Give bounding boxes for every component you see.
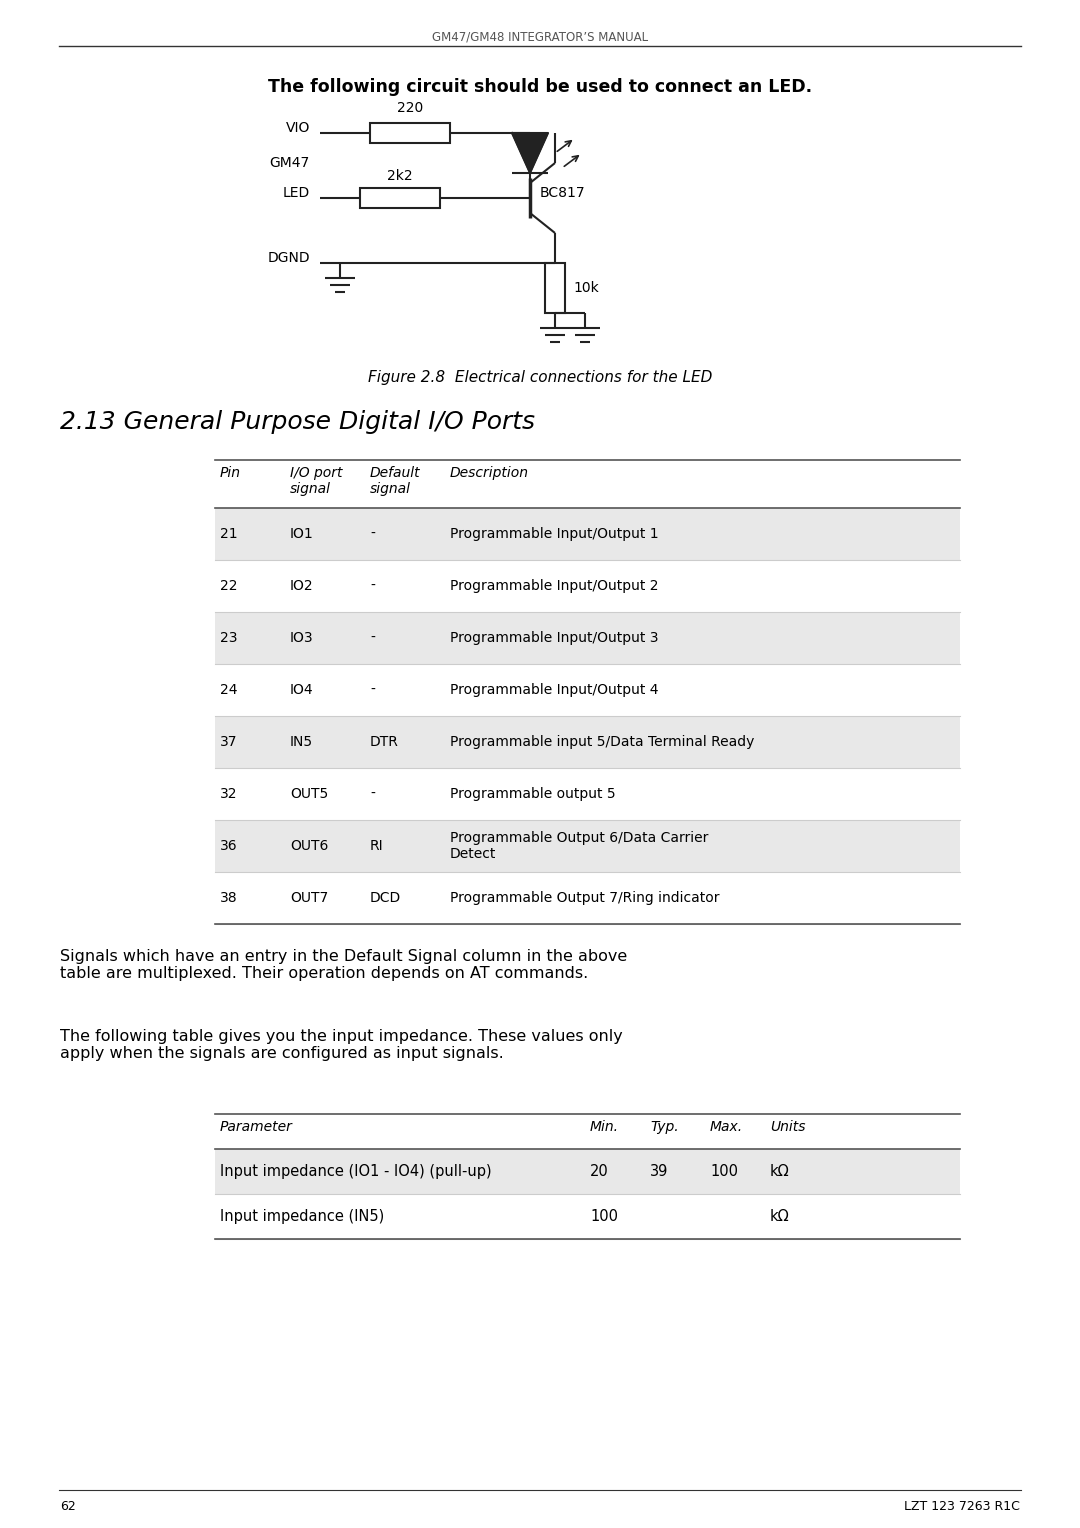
Text: 38: 38: [220, 891, 238, 905]
Text: Signals which have an entry in the Default Signal column in the above
table are : Signals which have an entry in the Defau…: [60, 949, 627, 981]
Text: OUT7: OUT7: [291, 891, 328, 905]
Text: 20: 20: [590, 1164, 609, 1180]
Text: LZT 123 7263 R1C: LZT 123 7263 R1C: [904, 1500, 1020, 1513]
Text: LED: LED: [283, 186, 310, 200]
Text: 220: 220: [396, 101, 423, 115]
Text: IO1: IO1: [291, 527, 314, 541]
Text: The following circuit should be used to connect an LED.: The following circuit should be used to …: [268, 78, 812, 96]
Text: DGND: DGND: [268, 251, 310, 264]
Text: 37: 37: [220, 735, 238, 749]
Text: 22: 22: [220, 579, 238, 593]
Text: 39: 39: [650, 1164, 669, 1180]
FancyBboxPatch shape: [215, 613, 960, 665]
FancyBboxPatch shape: [215, 1149, 960, 1193]
Text: Programmable Input/Output 1: Programmable Input/Output 1: [450, 527, 659, 541]
Text: Programmable output 5: Programmable output 5: [450, 787, 616, 801]
Text: IN5: IN5: [291, 735, 313, 749]
Text: Programmable Input/Output 2: Programmable Input/Output 2: [450, 579, 659, 593]
Text: BC817: BC817: [540, 186, 585, 200]
Text: Typ.: Typ.: [650, 1120, 678, 1134]
Text: GM47: GM47: [270, 156, 310, 170]
Text: Figure 2.8  Electrical connections for the LED: Figure 2.8 Electrical connections for th…: [368, 370, 712, 385]
FancyBboxPatch shape: [215, 507, 960, 559]
Text: 2k2: 2k2: [388, 170, 413, 183]
Text: OUT5: OUT5: [291, 787, 328, 801]
Text: 2.13 General Purpose Digital I/O Ports: 2.13 General Purpose Digital I/O Ports: [60, 410, 535, 434]
Text: Programmable Input/Output 4: Programmable Input/Output 4: [450, 683, 659, 697]
Text: IO2: IO2: [291, 579, 313, 593]
Text: 100: 100: [590, 1209, 618, 1224]
Text: -: -: [370, 787, 375, 801]
Text: GM47/GM48 INTEGRATOR’S MANUAL: GM47/GM48 INTEGRATOR’S MANUAL: [432, 31, 648, 43]
Text: Description: Description: [450, 466, 529, 480]
Text: kΩ: kΩ: [770, 1209, 789, 1224]
FancyBboxPatch shape: [215, 821, 960, 872]
Text: -: -: [370, 683, 375, 697]
Text: Input impedance (IO1 - IO4) (pull-up): Input impedance (IO1 - IO4) (pull-up): [220, 1164, 491, 1180]
Text: Programmable Output 7/Ring indicator: Programmable Output 7/Ring indicator: [450, 891, 719, 905]
Text: 23: 23: [220, 631, 238, 645]
Text: OUT6: OUT6: [291, 839, 328, 853]
Text: 21: 21: [220, 527, 238, 541]
Bar: [545, 263, 565, 313]
Text: 100: 100: [710, 1164, 738, 1180]
Text: IO3: IO3: [291, 631, 313, 645]
Text: Programmable Output 6/Data Carrier
Detect: Programmable Output 6/Data Carrier Detec…: [450, 831, 708, 862]
Bar: [360, 188, 440, 208]
Text: Programmable input 5/Data Terminal Ready: Programmable input 5/Data Terminal Ready: [450, 735, 754, 749]
Text: VIO: VIO: [285, 121, 310, 134]
Text: -: -: [370, 631, 375, 645]
Text: Min.: Min.: [590, 1120, 619, 1134]
Text: Units: Units: [770, 1120, 806, 1134]
Text: DTR: DTR: [370, 735, 399, 749]
Polygon shape: [512, 133, 548, 173]
FancyBboxPatch shape: [215, 717, 960, 769]
Text: 36: 36: [220, 839, 238, 853]
Text: DCD: DCD: [370, 891, 402, 905]
Text: 62: 62: [60, 1500, 76, 1513]
Text: Pin: Pin: [220, 466, 241, 480]
Text: The following table gives you the input impedance. These values only
apply when : The following table gives you the input …: [60, 1028, 623, 1062]
Text: 10k: 10k: [573, 281, 598, 295]
Bar: [370, 122, 450, 144]
Text: -: -: [370, 579, 375, 593]
Text: Default
signal: Default signal: [370, 466, 420, 497]
Text: 32: 32: [220, 787, 238, 801]
Text: kΩ: kΩ: [770, 1164, 789, 1180]
Text: Input impedance (IN5): Input impedance (IN5): [220, 1209, 384, 1224]
Text: Max.: Max.: [710, 1120, 743, 1134]
Text: -: -: [370, 527, 375, 541]
Text: RI: RI: [370, 839, 383, 853]
Text: 24: 24: [220, 683, 238, 697]
Text: IO4: IO4: [291, 683, 313, 697]
Text: Programmable Input/Output 3: Programmable Input/Output 3: [450, 631, 659, 645]
Text: I/O port
signal: I/O port signal: [291, 466, 342, 497]
Text: Parameter: Parameter: [220, 1120, 293, 1134]
